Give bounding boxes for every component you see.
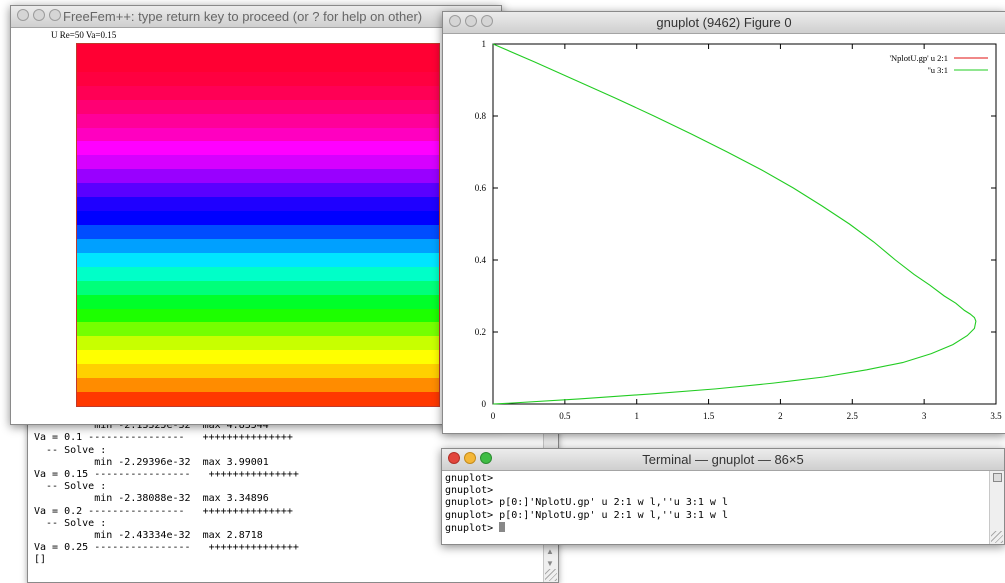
color-band xyxy=(77,266,439,282)
minimize-button[interactable] xyxy=(464,452,476,464)
series-line xyxy=(492,43,977,405)
console-line: -- Solve : xyxy=(34,481,107,493)
x-tick-label: 1.5 xyxy=(703,411,715,421)
y-tick-label: 0.4 xyxy=(475,255,487,265)
plot-border xyxy=(492,43,997,405)
color-band xyxy=(77,225,439,240)
color-band xyxy=(77,141,439,156)
console-line: Va = 0.1 ---------------- ++++++++++++++… xyxy=(34,432,293,444)
color-band xyxy=(77,336,439,351)
freefem-window[interactable]: FreeFem++: type return key to proceed (o… xyxy=(10,5,502,425)
window-controls xyxy=(448,452,492,464)
console-line: min -2.38088e-32 max 3.34896 xyxy=(34,493,269,505)
zoom-button[interactable] xyxy=(480,452,492,464)
terminal-titlebar[interactable]: Terminal — gnuplot — 86×5 xyxy=(442,449,1004,471)
close-button[interactable] xyxy=(17,9,29,21)
color-band xyxy=(77,322,439,337)
plot-label: U Re=50 Va=0.15 xyxy=(51,30,117,40)
color-band xyxy=(77,155,439,170)
color-band xyxy=(77,183,439,198)
terminal-scrollbar[interactable] xyxy=(989,471,1004,544)
scroll-handle-icon[interactable] xyxy=(993,473,1002,482)
y-tick-label: 0.2 xyxy=(475,327,486,337)
terminal-prompt-line: gnuplot> xyxy=(445,521,728,534)
color-band xyxy=(77,113,439,129)
zoom-button[interactable] xyxy=(481,15,493,27)
color-band xyxy=(77,169,439,184)
close-button[interactable] xyxy=(449,15,461,27)
console-line: min -2.13325e-32 max 4.83544 xyxy=(34,420,269,432)
x-tick-label: 2.5 xyxy=(847,411,859,421)
gnuplot-chart: 0 0.5 1 1.5 2 2.5 3 3.5 0 0.2 0.4 0.6 0.8 1 'NplotU.gp… xyxy=(475,39,1002,421)
terminal-output[interactable]: gnuplot> gnuplot> gnuplot> p[0:]'NplotU.gp… xyxy=(445,473,728,534)
color-band xyxy=(77,44,439,59)
window-title: FreeFem++: type return key to proceed (o… xyxy=(63,9,423,24)
color-band xyxy=(77,308,439,323)
color-band xyxy=(77,99,439,115)
x-tick-label: 1 xyxy=(634,411,639,421)
y-tick-label: 0.6 xyxy=(475,183,487,193)
color-band xyxy=(77,85,439,101)
terminal-line: gnuplot> p[0:]'NplotU.gp' u 2:1 w l,''u … xyxy=(445,497,728,509)
legend-label: ''u 3:1 xyxy=(928,65,948,75)
terminal-line: gnuplot> xyxy=(445,473,494,484)
console-line: min -2.29396e-32 max 3.99001 xyxy=(34,456,269,468)
console-line: Va = 0.25 ---------------- +++++++++++++… xyxy=(34,542,299,554)
console-line: [] xyxy=(34,554,47,566)
window-controls xyxy=(449,15,493,27)
y-tick-label: 1 xyxy=(482,39,487,49)
text-cursor xyxy=(499,521,506,532)
minimize-button[interactable] xyxy=(33,9,45,21)
console-line: Va = 0.15 ---------------- +++++++++++++… xyxy=(34,468,299,480)
scroll-up-icon[interactable]: ▲ xyxy=(546,547,554,556)
console-line: -- Solve : xyxy=(34,444,107,456)
terminal-line: gnuplot> xyxy=(445,485,494,497)
terminal-prompt: gnuplot> xyxy=(445,522,500,534)
resize-grip[interactable] xyxy=(991,531,1003,543)
color-band xyxy=(77,252,439,268)
color-band xyxy=(77,238,439,254)
zoom-button[interactable] xyxy=(49,9,61,21)
color-band xyxy=(77,57,439,73)
gnuplot-titlebar[interactable]: gnuplot (9462) Figure 0 xyxy=(443,12,1005,34)
color-band xyxy=(77,211,439,226)
x-tick-label: 0 xyxy=(491,411,496,421)
legend-label: 'NplotU.gp' u 2:1 xyxy=(889,53,948,63)
window-title: Terminal — gnuplot — 86×5 xyxy=(642,452,804,467)
x-tick-label: 0.5 xyxy=(559,411,571,421)
minimize-button[interactable] xyxy=(465,15,477,27)
console-line: -- Solve : xyxy=(34,517,107,529)
x-tick-label: 3.5 xyxy=(990,411,1002,421)
window-title: gnuplot (9462) Figure 0 xyxy=(656,15,792,30)
console-line: Va = 0.2 ---------------- ++++++++++++++… xyxy=(34,505,293,517)
color-band xyxy=(77,392,439,406)
close-button[interactable] xyxy=(448,452,460,464)
console-line: min -2.43334e-32 max 2.8718 xyxy=(34,529,263,541)
color-band xyxy=(77,71,439,87)
color-band xyxy=(77,197,439,212)
console-output: -- Solve : min -2.13325e-32 max 4.83544V… xyxy=(34,408,299,566)
color-band xyxy=(77,378,439,393)
freefem-titlebar[interactable]: FreeFem++: type return key to proceed (o… xyxy=(11,6,501,28)
terminal-line: gnuplot> p[0:]'NplotU.gp' u 2:1 w l,''u … xyxy=(445,509,728,521)
gnuplot-window[interactable]: gnuplot (9462) Figure 0 0 0.5 1 1.5 2 2.5 3 3.5… xyxy=(442,11,1005,434)
color-band xyxy=(77,127,439,142)
y-tick-label: 0 xyxy=(482,399,487,409)
terminal-window[interactable]: Terminal — gnuplot — 86×5 gnuplot> gnuplo… xyxy=(441,448,1005,545)
x-tick-label: 2 xyxy=(778,411,783,421)
color-band xyxy=(77,294,439,310)
scroll-down-icon[interactable]: ▼ xyxy=(546,559,554,568)
y-tick-label: 0.8 xyxy=(475,111,487,121)
x-tick-label: 3 xyxy=(922,411,927,421)
color-band xyxy=(77,350,439,365)
color-band xyxy=(77,364,439,379)
color-field-plot xyxy=(76,43,440,407)
resize-grip[interactable] xyxy=(545,569,557,581)
window-controls xyxy=(17,9,61,21)
color-band xyxy=(77,280,439,296)
